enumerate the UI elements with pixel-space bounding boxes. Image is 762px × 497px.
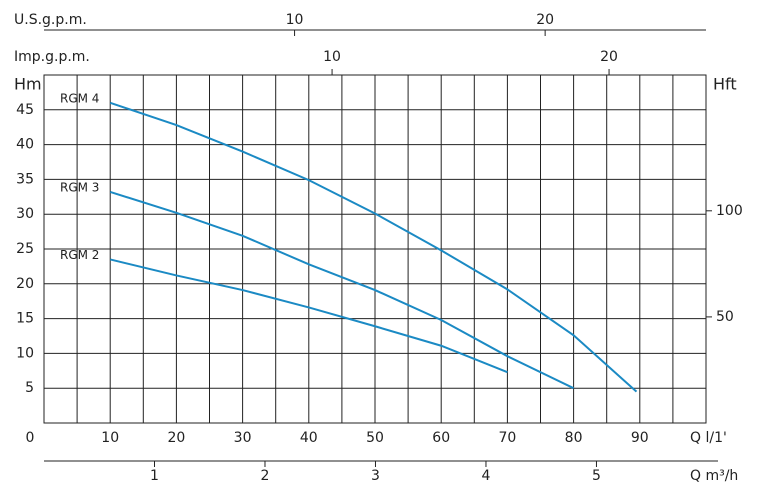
axis-tick-label: 10 xyxy=(323,49,341,65)
y-tick-label: 30 xyxy=(16,206,34,222)
y-tick-label: 20 xyxy=(16,276,34,292)
curve xyxy=(109,190,575,390)
x-tick-label: 10 xyxy=(101,430,119,446)
y2-tick-label: 100 xyxy=(716,203,743,219)
x-axis-label: Q l/1' xyxy=(690,430,727,446)
y-tick-label: 25 xyxy=(16,241,34,257)
x-tick-label: 50 xyxy=(366,430,384,446)
x-tick-label: 70 xyxy=(498,430,516,446)
series-label: RGM 3 xyxy=(60,180,99,194)
axis-label: Imp.g.p.m. xyxy=(14,49,90,65)
axis-label: U.S.g.p.m. xyxy=(14,12,87,28)
y-tick-label: 45 xyxy=(16,102,34,118)
x-tick-label: 60 xyxy=(432,430,450,446)
axis-tick-label: 4 xyxy=(482,468,491,484)
axis-tick-label: 2 xyxy=(261,468,270,484)
x-tick-label: 30 xyxy=(234,430,252,446)
y-tick-label: 5 xyxy=(25,380,34,396)
x-tick-label: 80 xyxy=(565,430,583,446)
y-tick-label: 15 xyxy=(16,311,34,327)
y-tick-label: 10 xyxy=(16,345,34,361)
y-axis-label: Hm xyxy=(14,75,42,94)
curve xyxy=(109,101,638,393)
axis-tick-label: 3 xyxy=(371,468,380,484)
axis-tick-label: 20 xyxy=(600,49,618,65)
x-tick-label: 90 xyxy=(631,430,649,446)
x-tick-label: 40 xyxy=(300,430,318,446)
series-label: RGM 2 xyxy=(60,248,99,262)
series-label: RGM 4 xyxy=(60,91,99,105)
y-tick-label: 35 xyxy=(16,171,34,187)
x-tick-label: 20 xyxy=(167,430,185,446)
axis-tick-label: 1 xyxy=(150,468,159,484)
y2-axis-label: Hft xyxy=(713,75,737,94)
axis-tick-label: 20 xyxy=(536,12,554,28)
axis-tick-label: 10 xyxy=(286,12,304,28)
y2-tick-label: 50 xyxy=(716,309,734,325)
y-tick-label: 40 xyxy=(16,137,34,153)
x-tick-label: 0 xyxy=(26,430,35,446)
curve xyxy=(109,258,508,374)
axis-label: Q m³/h xyxy=(690,468,738,484)
axis-tick-label: 5 xyxy=(592,468,601,484)
